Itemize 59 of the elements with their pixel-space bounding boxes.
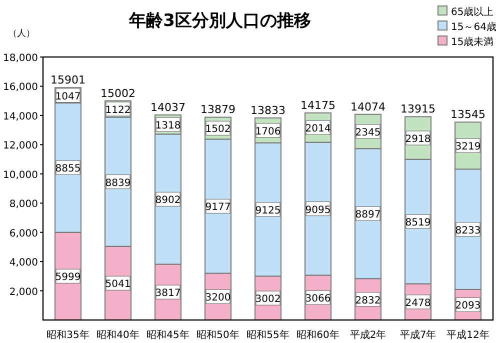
data-label: 9177: [205, 202, 231, 214]
x-tick-label: 昭和60年: [296, 329, 340, 341]
data-label: 2014: [305, 124, 331, 135]
data-label: 2832: [355, 295, 381, 306]
data-label: 1318: [155, 120, 181, 132]
data-label: 8855: [55, 164, 81, 175]
data-label: 1047: [55, 91, 81, 102]
data-label: 3200: [205, 292, 231, 304]
total-label: 15901: [50, 74, 86, 87]
data-label: 8519: [405, 218, 431, 229]
data-label: 8897: [355, 210, 381, 221]
data-label: 9095: [305, 204, 331, 216]
x-tick-label: 昭和50年: [196, 329, 240, 341]
data-label: 8902: [155, 195, 181, 206]
x-tick-label: 平成7年: [400, 329, 436, 341]
data-label: 3002: [255, 294, 281, 306]
y-tick-label: 16,000: [3, 82, 38, 94]
data-label: 1122: [105, 105, 131, 116]
data-label: 9125: [255, 205, 281, 216]
y-tick-label: 10,000: [3, 170, 38, 181]
data-label: 5999: [55, 272, 81, 284]
data-label: 5041: [105, 279, 131, 290]
x-tick-label: 昭和35年: [46, 329, 90, 341]
data-label: 3219: [455, 142, 481, 153]
y-tick-label: 4,000: [9, 258, 38, 269]
data-label: 8839: [105, 178, 131, 189]
y-tick-label: 6,000: [9, 228, 38, 240]
data-label: 2345: [355, 127, 381, 138]
y-axis-title: （人）: [8, 28, 35, 39]
y-tick-label: 18,000: [3, 53, 38, 64]
data-label: 3817: [155, 288, 181, 300]
data-label: 8233: [455, 225, 481, 236]
data-label: 1706: [255, 126, 281, 138]
total-label: 14037: [150, 100, 186, 114]
y-tick-label: 12,000: [3, 140, 38, 152]
legend-label: 65歳以上: [451, 6, 494, 18]
x-tick-label: 平成2年: [350, 329, 386, 341]
y-tick-label: 8,000: [9, 199, 38, 210]
legend-label: 15歳未満: [451, 36, 494, 48]
total-label: 13879: [200, 103, 236, 116]
x-tick-label: 昭和55年: [246, 329, 290, 341]
x-tick-label: 平成12年: [446, 329, 490, 341]
total-label: 13545: [450, 108, 486, 122]
data-label: 2093: [455, 300, 481, 312]
legend-label: 15～64歳: [451, 21, 496, 33]
data-label: 2478: [405, 298, 431, 309]
data-label: 2918: [405, 134, 431, 146]
total-label: 13915: [400, 102, 436, 116]
x-tick-label: 昭和45年: [146, 329, 190, 341]
total-label: 14074: [350, 100, 386, 114]
chart-title: 年齢3区分別人口の推移: [128, 11, 311, 31]
y-tick-label: 2,000: [9, 286, 38, 298]
total-label: 15002: [100, 86, 136, 100]
data-label: 3066: [305, 294, 331, 305]
y-tick-label: 14,000: [3, 111, 38, 122]
total-label: 14175: [300, 98, 336, 112]
data-label: 1502: [205, 124, 231, 136]
total-label: 13833: [250, 104, 286, 117]
x-tick-label: 昭和40年: [96, 329, 140, 341]
